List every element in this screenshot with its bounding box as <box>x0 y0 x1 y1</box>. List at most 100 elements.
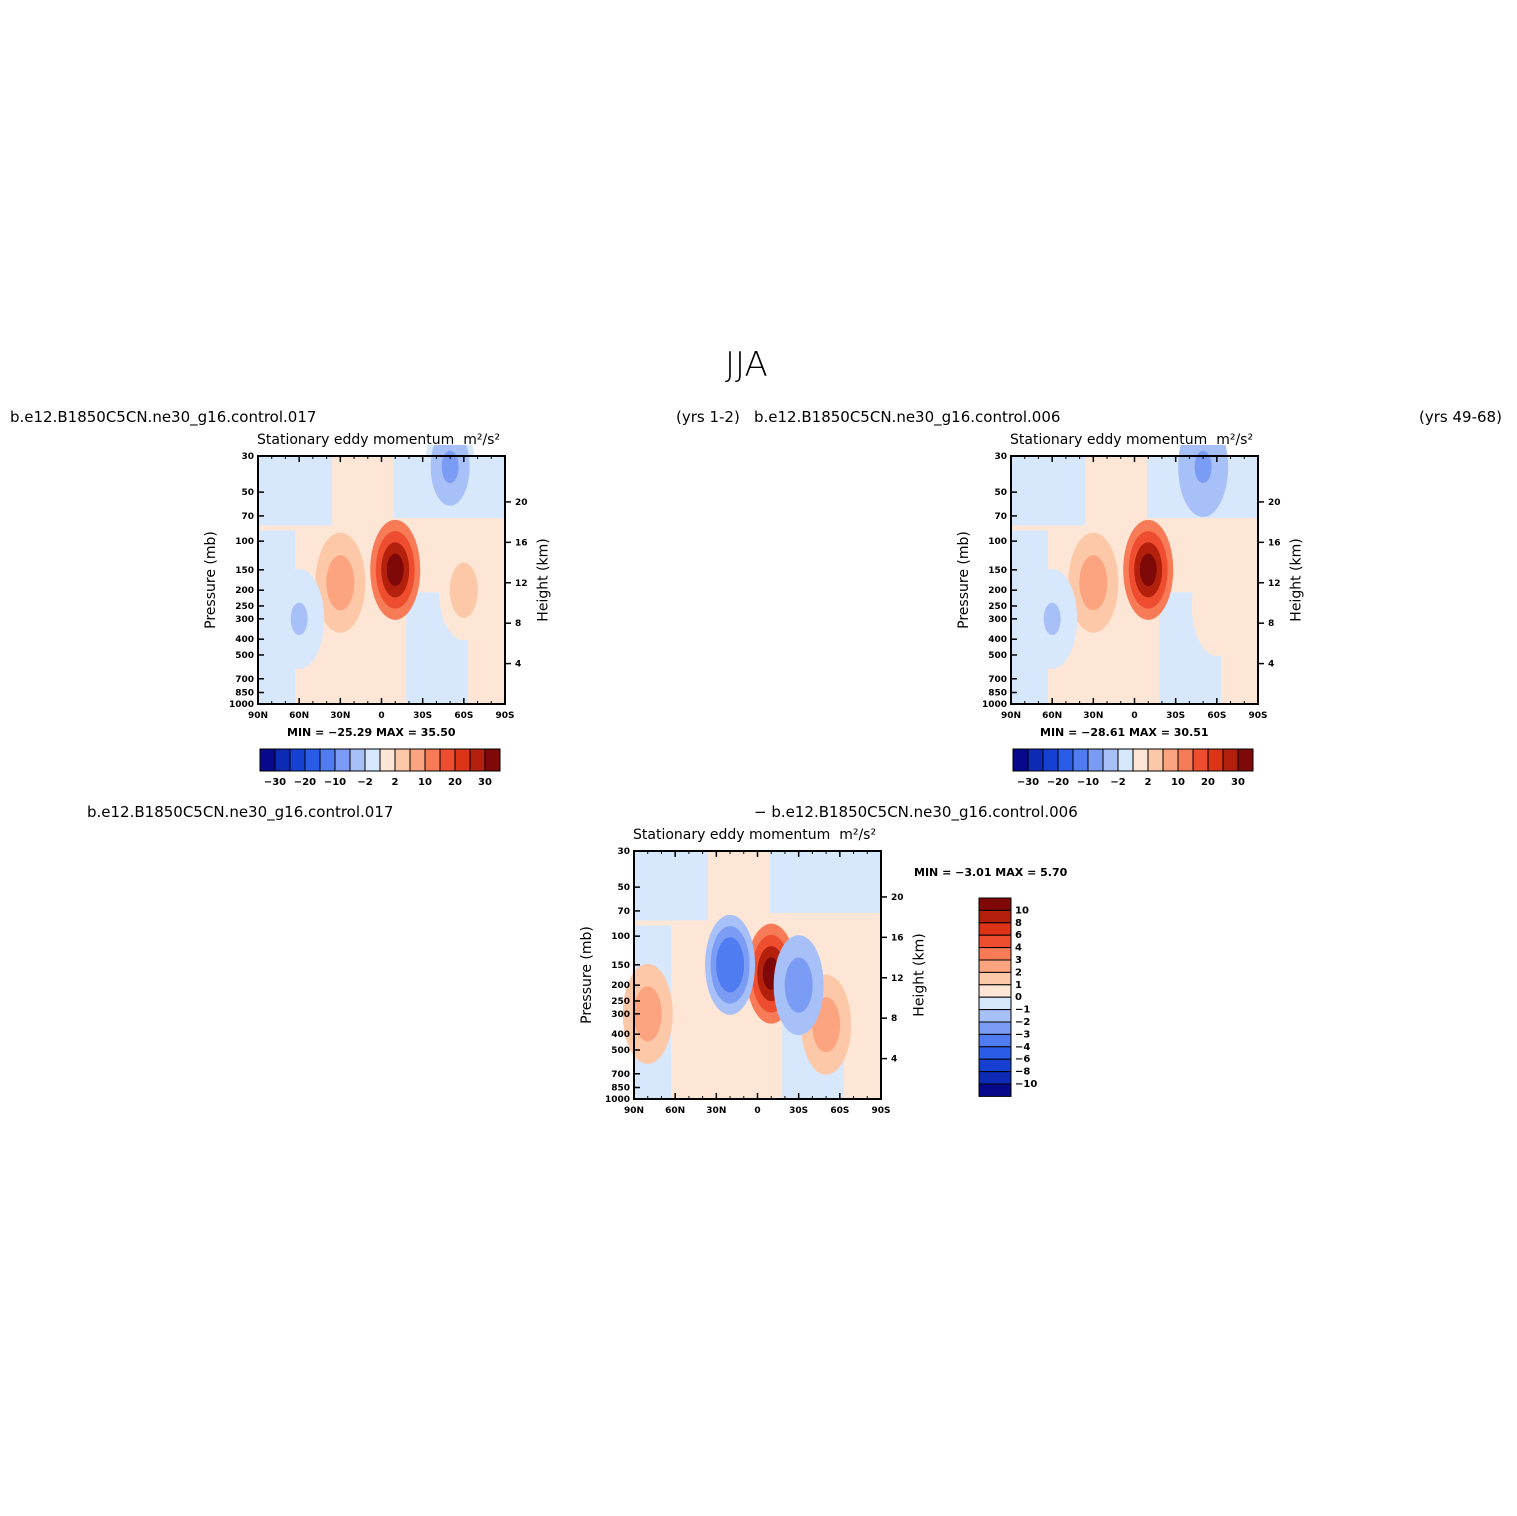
panel1-feature-4 <box>290 602 308 636</box>
panel3-colorbar-swatch <box>978 909 1012 924</box>
panel1-plot-title: Stationary eddy momentum m²/s² <box>257 432 501 448</box>
panel2-ytick-label: 500 <box>988 651 1007 661</box>
panel2-feature-0 <box>1139 553 1157 587</box>
panel2-colorbar-swatch <box>1102 748 1119 772</box>
panel1-colorbar-swatch <box>469 748 486 772</box>
panel3-colorbar-swatch <box>978 1046 1012 1060</box>
panel1-feature-1 <box>331 566 349 599</box>
panel1-colorbar: −30 −20 −10 −2 2 10 20 30 <box>259 748 501 788</box>
panel2-y2tick-label: 20 <box>1268 498 1281 508</box>
panel1-y2label: Height (km) <box>535 538 552 622</box>
panel3-xtick-label: 30N <box>706 1106 726 1116</box>
panel2-colorbar-swatch <box>1117 748 1134 772</box>
panel3-colorbar-label: −3 <box>1015 1029 1030 1040</box>
panel2-xtick-label: 90N <box>1001 711 1021 721</box>
panel2-ytick-label: 400 <box>988 635 1007 645</box>
panel3-colorbar-swatch <box>978 1058 1012 1073</box>
panel3-y2tick-label: 20 <box>891 893 904 903</box>
panel1-colorbar-swatch <box>409 748 426 772</box>
panel1-ytick-label: 150 <box>235 566 254 576</box>
panel1-colorbar-label: −10 <box>324 777 346 788</box>
panel3-plot-title: Stationary eddy momentum m²/s² <box>633 827 877 843</box>
panel3-colorbar-label: −2 <box>1015 1017 1030 1028</box>
panel1-colorbar-swatch <box>334 748 351 772</box>
panel2-ytick-label: 850 <box>988 689 1007 699</box>
panel2-colorbar-label: 2 <box>1145 777 1152 788</box>
panel2-ytick-label: 70 <box>994 512 1007 522</box>
panel3-xtick-label: 0 <box>754 1106 760 1116</box>
panel3-colorbar-swatch <box>978 971 1012 986</box>
panel2-colorbar-label: −2 <box>1110 777 1125 788</box>
panel2-colorbar-swatch <box>1162 748 1179 772</box>
panel3-colorbar-label: 10 <box>1015 905 1029 916</box>
panel1-ytick-label: 400 <box>235 635 254 645</box>
panel2-plot: 90N 60N 30N 0 30S 60S 90S 30 50 70 100 150 200 250 300… <box>982 445 1281 721</box>
panel2-colorbar-swatch <box>1012 748 1029 772</box>
main-title: JJA <box>725 345 768 385</box>
panel1-ytick-label: 850 <box>235 689 254 699</box>
panel1-colorbar-label: −2 <box>357 777 372 788</box>
panel3-ytick-label: 30 <box>617 847 630 857</box>
panel3-ytick-label: 250 <box>611 997 630 1007</box>
panel3-colorbar-swatch <box>978 897 1012 911</box>
panel1-ytick-label: 300 <box>235 615 254 625</box>
panel3-ytick-label: 70 <box>617 907 630 917</box>
panel1-ytick-label: 1000 <box>229 700 254 710</box>
panel2-colorbar-label: −20 <box>1047 777 1069 788</box>
panel1-colorbar-label: 10 <box>418 777 432 788</box>
panel1-xtick-label: 60N <box>289 711 309 721</box>
panel1-colorbar-swatch <box>379 748 396 772</box>
panel3-colorbar-label: 4 <box>1015 943 1022 954</box>
panel3-colorbar-swatch <box>978 922 1012 936</box>
panel1-colorbar-label: −30 <box>264 777 286 788</box>
panel2-colorbar-swatch <box>1072 748 1089 772</box>
panel2-xtick-label: 30N <box>1083 711 1103 721</box>
panel1-region <box>258 456 333 526</box>
panel3-ytick-label: 850 <box>611 1084 630 1094</box>
panel2-colorbar-label: −30 <box>1017 777 1039 788</box>
panel1-ytick-label: 100 <box>235 537 254 547</box>
panel3-right-label: − b.e12.B1850C5CN.ne30_g16.control.006 <box>754 803 1078 821</box>
panel1-feature-3 <box>441 450 459 484</box>
panel2-colorbar: −30 −20 −10 −2 2 10 20 30 <box>1012 748 1254 788</box>
panel3-colorbar-label: −1 <box>1015 1005 1030 1016</box>
panel3-colorbar-swatch <box>978 934 1012 949</box>
panel1-y2tick-label: 12 <box>515 579 528 589</box>
panel2-right-label: (yrs 49-68) <box>1419 408 1502 426</box>
panel3-y2tick-label: 12 <box>891 974 904 984</box>
panel1-colorbar-swatch <box>454 748 471 772</box>
panel2-ylabel: Pressure (mb) <box>955 531 972 629</box>
panel1-units: m²/s² <box>463 432 501 448</box>
panel1-colorbar-swatch <box>394 748 411 772</box>
panel3-colorbar-label: −4 <box>1015 1042 1030 1053</box>
panel2-colorbar-label: 30 <box>1231 777 1245 788</box>
panel2-xtick-label: 90S <box>1248 711 1267 721</box>
panel1-colorbar-label: 20 <box>448 777 462 788</box>
panel3-feature-4 <box>790 968 808 1002</box>
panel3-colorbar-label: −10 <box>1015 1079 1037 1090</box>
panel3-ylabel: Pressure (mb) <box>578 926 595 1024</box>
panel2-feature-3 <box>1194 450 1212 484</box>
panel1-ytick-label: 250 <box>235 602 254 612</box>
panel2-colorbar-swatch <box>1027 748 1044 772</box>
panel3-xtick-label: 90N <box>624 1106 644 1116</box>
panel3-colorbar-swatch <box>978 996 1012 1011</box>
panel1-xtick-label: 0 <box>378 711 384 721</box>
panel3-left-label: b.e12.B1850C5CN.ne30_g16.control.017 <box>87 803 394 821</box>
panel3-colorbar-label: 8 <box>1015 918 1022 929</box>
panel3-xtick-label: 60N <box>665 1106 685 1116</box>
panel1-colorbar-label: −20 <box>294 777 316 788</box>
panel3-y2tick-label: 16 <box>891 933 904 943</box>
panel3-colorbar-label: 2 <box>1015 967 1022 978</box>
panel2-xtick-label: 0 <box>1131 711 1137 721</box>
panel2-y2tick-label: 12 <box>1268 579 1281 589</box>
panel3-ytick-label: 700 <box>611 1070 630 1080</box>
panel3-ytick-label: 400 <box>611 1030 630 1040</box>
panel1-xtick-label: 90N <box>248 711 268 721</box>
panel1-ytick-label: 50 <box>241 488 254 498</box>
panel3-feature-2 <box>639 997 657 1031</box>
panel3-xtick-label: 90S <box>871 1106 890 1116</box>
panel1-colorbar-swatch <box>349 748 366 772</box>
panel1-colorbar-swatch <box>484 748 501 772</box>
panel1-xtick-label: 30S <box>413 711 432 721</box>
